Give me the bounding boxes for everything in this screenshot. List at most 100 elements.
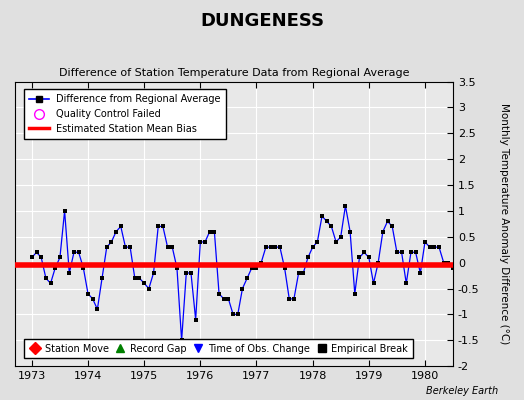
Point: [266, 244, 275, 250]
Text: DUNGENESS: DUNGENESS: [200, 12, 324, 30]
Point: [210, 228, 219, 235]
Point: [299, 270, 308, 276]
Point: [168, 244, 177, 250]
Point: [430, 244, 439, 250]
Title: Difference of Station Temperature Data from Regional Average: Difference of Station Temperature Data f…: [59, 68, 409, 78]
Point: [444, 260, 453, 266]
Point: [261, 244, 270, 250]
Point: [285, 296, 293, 302]
Point: [215, 290, 223, 297]
Point: [392, 249, 401, 256]
Point: [159, 223, 167, 230]
Point: [163, 244, 172, 250]
Point: [374, 260, 383, 266]
Point: [463, 254, 471, 261]
Point: [346, 228, 354, 235]
Point: [369, 280, 378, 286]
Point: [140, 280, 148, 286]
Point: [205, 228, 214, 235]
Point: [276, 244, 284, 250]
Point: [318, 213, 326, 219]
Point: [472, 84, 481, 90]
Point: [388, 223, 397, 230]
Point: [416, 270, 424, 276]
Point: [322, 218, 331, 224]
Point: [201, 239, 209, 245]
Point: [196, 239, 204, 245]
Point: [79, 265, 88, 271]
Point: [74, 249, 83, 256]
Point: [149, 270, 158, 276]
Point: [47, 280, 55, 286]
Point: [37, 254, 46, 261]
Point: [379, 228, 387, 235]
Point: [130, 275, 139, 281]
Point: [294, 270, 303, 276]
Point: [411, 249, 420, 256]
Point: [435, 244, 443, 250]
Point: [271, 244, 279, 250]
Point: [107, 239, 116, 245]
Point: [425, 244, 434, 250]
Point: [89, 296, 97, 302]
Point: [60, 208, 69, 214]
Point: [42, 275, 50, 281]
Text: Berkeley Earth: Berkeley Earth: [425, 386, 498, 396]
Point: [191, 316, 200, 323]
Point: [313, 239, 322, 245]
Point: [304, 254, 312, 261]
Point: [327, 223, 335, 230]
Point: [336, 234, 345, 240]
Point: [440, 260, 448, 266]
Point: [458, 244, 466, 250]
Point: [32, 249, 41, 256]
Point: [178, 337, 186, 344]
Point: [449, 265, 457, 271]
Point: [121, 244, 129, 250]
Point: [154, 223, 162, 230]
Point: [98, 275, 106, 281]
Point: [116, 223, 125, 230]
Point: [472, 84, 481, 90]
Point: [238, 285, 247, 292]
Point: [182, 270, 191, 276]
Point: [93, 306, 102, 312]
Point: [360, 249, 368, 256]
Point: [332, 239, 340, 245]
Point: [257, 260, 265, 266]
Point: [243, 275, 252, 281]
Point: [70, 249, 78, 256]
Y-axis label: Monthly Temperature Anomaly Difference (°C): Monthly Temperature Anomaly Difference (…: [499, 103, 509, 344]
Point: [135, 275, 144, 281]
Point: [229, 311, 237, 318]
Point: [309, 244, 317, 250]
Point: [112, 228, 121, 235]
Point: [351, 290, 359, 297]
Point: [103, 244, 111, 250]
Point: [126, 244, 134, 250]
Point: [145, 285, 153, 292]
Point: [454, 249, 462, 256]
Point: [341, 202, 350, 209]
Point: [187, 270, 195, 276]
Point: [397, 249, 406, 256]
Point: [280, 265, 289, 271]
Point: [355, 254, 364, 261]
Point: [248, 265, 256, 271]
Legend: Station Move, Record Gap, Time of Obs. Change, Empirical Break: Station Move, Record Gap, Time of Obs. C…: [24, 339, 413, 358]
Point: [253, 265, 261, 271]
Point: [28, 254, 36, 261]
Point: [84, 290, 92, 297]
Point: [467, 290, 476, 297]
Point: [56, 254, 64, 261]
Point: [421, 239, 429, 245]
Point: [234, 311, 242, 318]
Point: [384, 218, 392, 224]
Point: [65, 270, 73, 276]
Point: [224, 296, 233, 302]
Point: [365, 254, 373, 261]
Point: [402, 280, 410, 286]
Point: [51, 265, 59, 271]
Point: [407, 249, 415, 256]
Point: [290, 296, 298, 302]
